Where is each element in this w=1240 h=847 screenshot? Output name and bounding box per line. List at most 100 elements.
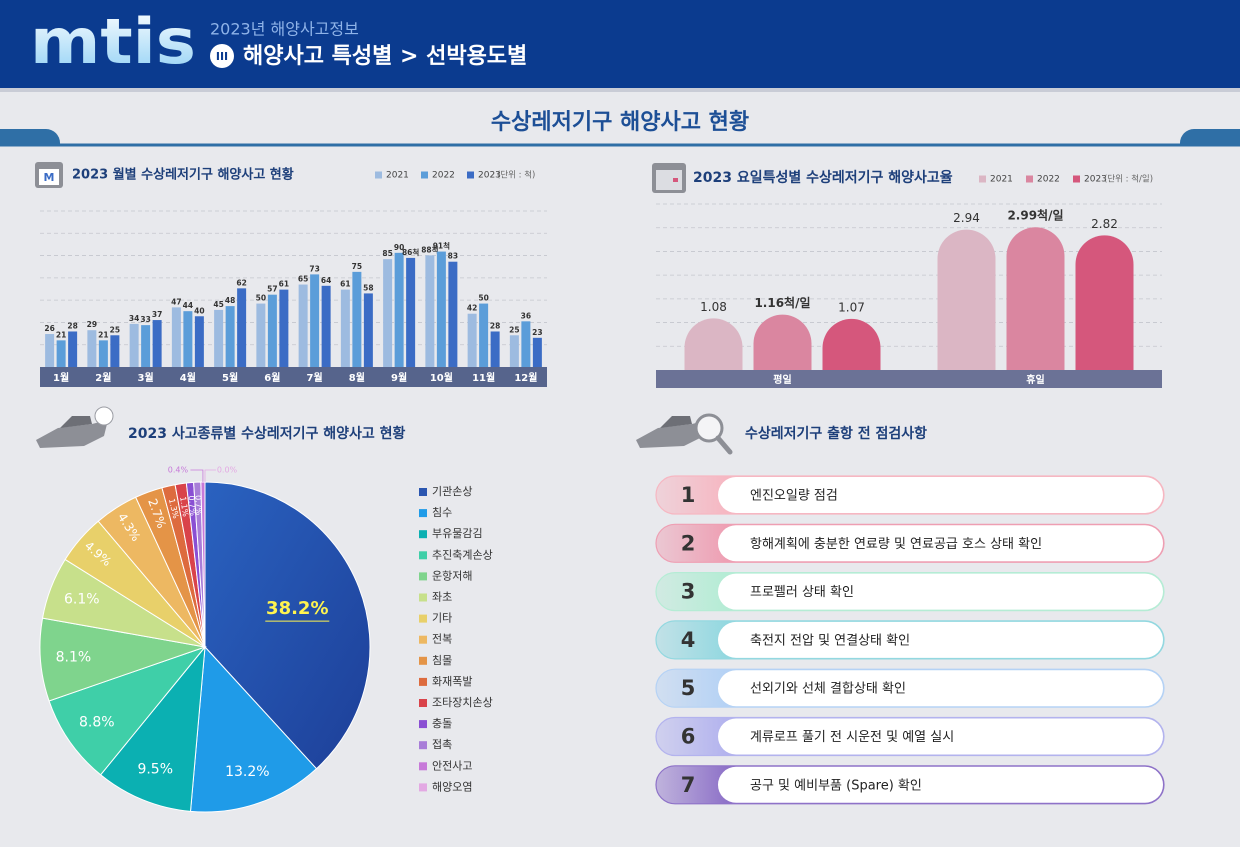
bar xyxy=(425,255,435,367)
value-label: 1.08 xyxy=(700,300,727,314)
slice-label: 38.2% xyxy=(266,598,328,619)
bar xyxy=(490,331,500,367)
legend-swatch xyxy=(979,175,986,183)
value-label: 1.07 xyxy=(838,300,865,314)
bar xyxy=(363,293,373,367)
value-label: 64 xyxy=(321,276,331,285)
slice-label: 13.2% xyxy=(225,764,269,780)
checklist-number: 7 xyxy=(681,773,696,797)
value-label: 91척 xyxy=(433,241,450,251)
boat-cabin xyxy=(60,416,92,428)
unit-label: (단위 : 척/일) xyxy=(1104,174,1153,185)
legend-label: 부유물감김 xyxy=(432,527,483,540)
checklist-pill-inner xyxy=(718,766,1163,803)
x-tick-label: 9월 xyxy=(391,372,407,384)
legend-label: 침수 xyxy=(432,506,452,519)
legend-swatch xyxy=(419,656,427,665)
bar xyxy=(753,314,812,370)
checklist-title: 수상레저기구 출항 전 점검사항 xyxy=(745,425,927,442)
legend-label: 조타장치손상 xyxy=(432,696,493,709)
x-tick-label: 12월 xyxy=(514,372,537,384)
bar xyxy=(237,288,247,367)
bar xyxy=(937,229,996,370)
bar xyxy=(141,325,151,367)
bar xyxy=(448,261,458,367)
divider-mask xyxy=(0,145,1240,161)
legend-label: 2022 xyxy=(432,171,455,181)
value-label: 86척 xyxy=(402,247,419,257)
value-label: 29 xyxy=(87,320,97,329)
logo: mtis xyxy=(30,5,196,78)
value-label: 2.82 xyxy=(1091,217,1118,231)
value-label: 75 xyxy=(352,262,362,271)
chart-title: 2023 요일특성별 수상레저기구 해양사고율 xyxy=(693,169,953,186)
legend-label: 기관손상 xyxy=(432,485,472,498)
bar xyxy=(532,337,542,367)
boat-search-icon xyxy=(636,413,733,455)
legend-label: 2021 xyxy=(386,171,409,181)
bar xyxy=(509,335,519,367)
bar xyxy=(152,320,162,367)
chart-title: 2023 사고종류별 수상레저기구 해양사고 현황 xyxy=(128,425,406,442)
value-label: 2.99척/일 xyxy=(1007,208,1063,223)
value-label: 37 xyxy=(152,310,162,319)
checklist-text: 공구 및 예비부품 (Spare) 확인 xyxy=(750,778,922,793)
bar xyxy=(298,284,308,367)
value-label: 57 xyxy=(267,285,277,294)
leader-line xyxy=(190,469,204,483)
checklist-number: 3 xyxy=(681,580,696,604)
unit-label: (단위 : 척) xyxy=(497,170,535,181)
value-label: 58 xyxy=(363,283,373,292)
bar xyxy=(279,289,289,367)
value-label: 45 xyxy=(213,300,223,309)
legend-label: 추진축계손상 xyxy=(432,548,493,561)
legend-label: 2022 xyxy=(1037,175,1060,185)
legend-swatch xyxy=(419,783,427,792)
x-tick-label: 7월 xyxy=(307,372,323,384)
bar xyxy=(129,323,139,367)
checklist-pill-inner xyxy=(718,477,1163,513)
header-band xyxy=(0,0,1240,88)
boat-spark xyxy=(94,406,114,426)
boat-hull xyxy=(36,420,108,448)
slice-label: 0.0% xyxy=(217,466,238,475)
legend-swatch xyxy=(419,530,427,539)
checklist-pill-inner xyxy=(718,573,1163,610)
legend-swatch xyxy=(419,614,427,623)
legend-swatch xyxy=(1073,175,1080,183)
bar xyxy=(87,330,97,367)
legend-label: 좌초 xyxy=(432,591,452,604)
legend-swatch xyxy=(419,720,427,729)
pie-slice xyxy=(99,645,206,812)
magnifier-lens xyxy=(694,413,724,443)
legend-swatch xyxy=(1026,175,1033,183)
checklist-pill-inner xyxy=(718,670,1163,707)
legend-swatch xyxy=(419,762,427,771)
calendar-icon-face xyxy=(39,169,59,185)
x-tick-label: 10월 xyxy=(430,372,453,384)
legend-label: 기타 xyxy=(432,612,452,625)
checklist-number: 4 xyxy=(681,628,696,652)
value-label: 88척 xyxy=(421,244,438,254)
bar xyxy=(352,271,362,367)
boat-hull xyxy=(636,420,708,448)
bar xyxy=(479,303,489,367)
x-tick-label: 4월 xyxy=(180,372,196,384)
legend-label: 해양오염 xyxy=(432,779,472,793)
x-tick-label: 1월 xyxy=(53,372,69,384)
bar xyxy=(406,257,416,367)
legend-label: 충돌 xyxy=(432,717,452,730)
value-label: 73 xyxy=(309,264,319,273)
bar xyxy=(321,285,331,367)
checklist-number: 6 xyxy=(681,725,696,749)
x-tick-label: 5월 xyxy=(222,372,238,384)
checklist-pill-inner xyxy=(718,621,1163,658)
bar xyxy=(56,340,66,367)
bar xyxy=(1075,235,1134,370)
checklist-pill-inner xyxy=(718,525,1163,562)
checklist-number: 2 xyxy=(681,531,696,555)
legend-swatch xyxy=(419,677,427,686)
legend-label: 2021 xyxy=(990,175,1013,185)
